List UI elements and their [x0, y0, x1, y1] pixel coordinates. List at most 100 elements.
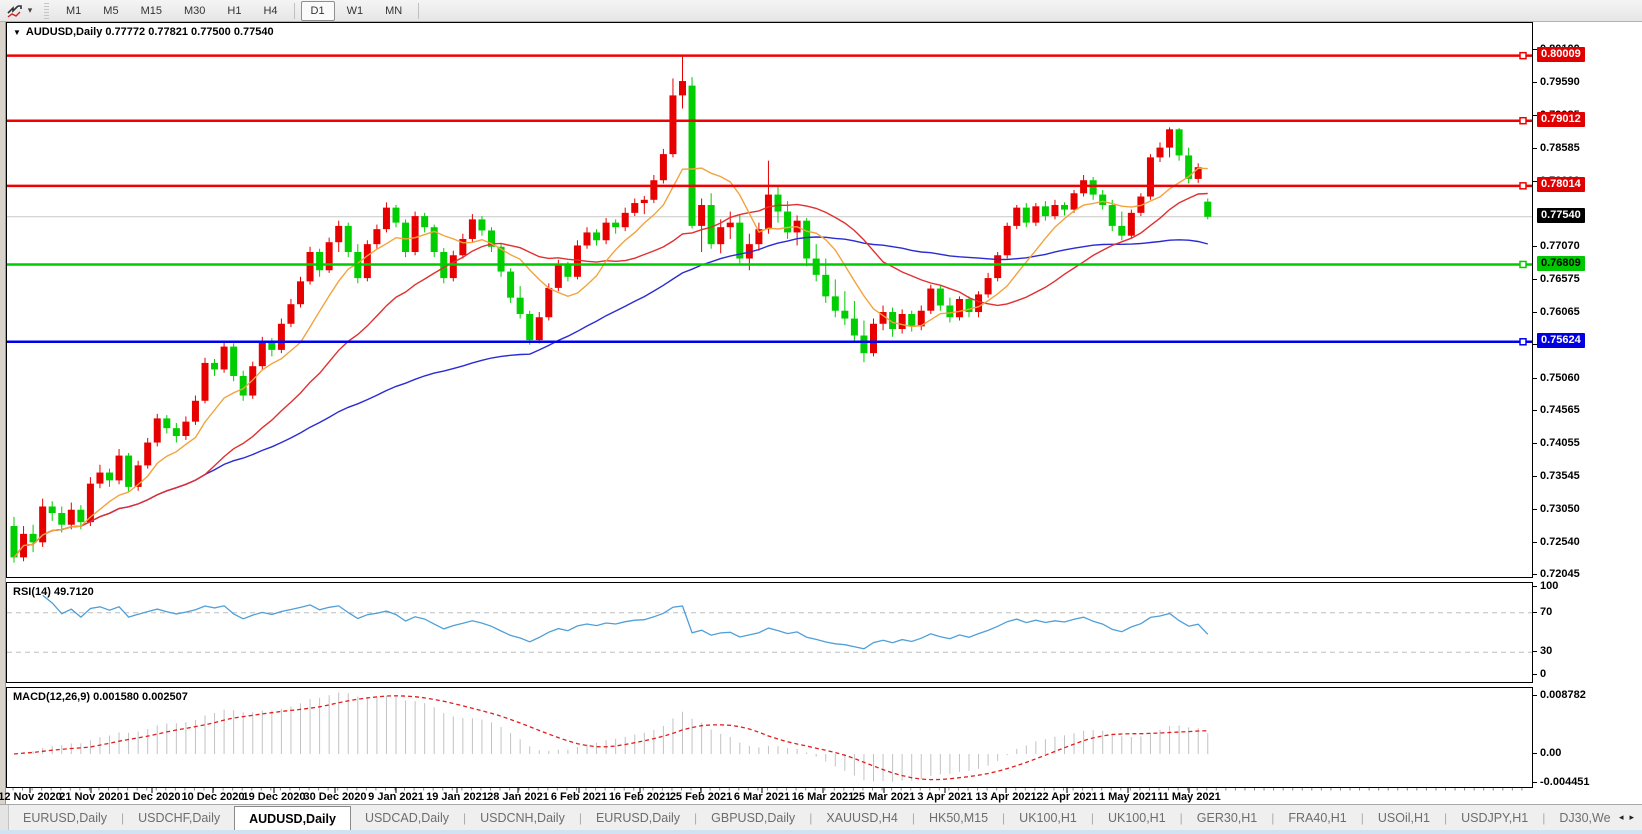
chart-arrows-icon: [6, 4, 22, 18]
candle-body: [58, 512, 66, 525]
axis-tickmark: [1533, 651, 1537, 653]
charts-toolbar-icon[interactable]: [4, 2, 24, 20]
candle-body: [698, 205, 706, 226]
candle-body: [946, 305, 954, 318]
rsi-label: RSI(14) 49.7120: [13, 586, 94, 598]
symbol-tab-xauusd-h4[interactable]: XAUUSD,H4: [826, 810, 898, 825]
timeframe-button-m1[interactable]: M1: [66, 4, 82, 17]
candle-body: [545, 287, 553, 318]
chevron-down-icon[interactable]: ▾: [27, 5, 33, 15]
symbol-tab-eurusd-daily[interactable]: EURUSD,Daily: [595, 810, 681, 825]
price-axis[interactable]: 0.801000.795900.790850.785850.780800.770…: [1533, 22, 1642, 580]
symbol-tab-ger30-h1[interactable]: GER30,H1: [1196, 810, 1258, 825]
candle-body: [640, 199, 648, 204]
symbol-tab-usdcnh-daily[interactable]: USDCNH,Daily: [480, 810, 565, 825]
candle-body: [373, 229, 381, 245]
rsi-plot[interactable]: [7, 583, 1532, 682]
symbol-tab-hk50-m15[interactable]: HK50,M15: [928, 810, 989, 825]
price-badge: 0.79012: [1537, 112, 1585, 128]
axis-tickmark: [1533, 377, 1537, 379]
symbol-tab-usdcad-daily[interactable]: USDCAD,Daily: [364, 810, 449, 825]
candle-body: [602, 222, 610, 241]
ma-fast-line: [13, 167, 1208, 558]
toolbar-separator: [418, 2, 420, 19]
candle-body: [507, 271, 515, 298]
candle-body: [478, 219, 486, 231]
candle-body: [679, 81, 686, 96]
candle-body: [86, 483, 94, 523]
tab-separator: |: [121, 810, 125, 825]
candle-body: [955, 298, 963, 318]
date-label: 1 Dec 2020: [123, 791, 181, 803]
ma-mid-line: [13, 192, 1208, 558]
price-tick-label: 0.76575: [1540, 272, 1580, 285]
candle-body: [230, 346, 238, 376]
candle-body: [841, 310, 849, 319]
candlestick-plot[interactable]: [7, 23, 1532, 577]
timeframe-button-d1[interactable]: D1: [300, 0, 335, 21]
price-tick-label: 0.79590: [1540, 76, 1580, 88]
axis-tickmark: [1533, 574, 1537, 576]
candle-body: [535, 317, 543, 341]
toolbar-grip-handle[interactable]: [44, 2, 49, 19]
candle-body: [297, 281, 304, 305]
rsi-indicator-pane[interactable]: RSI(14) 49.7120: [6, 582, 1533, 683]
tab-separator: |: [1443, 810, 1448, 825]
symbol-tab-uk100-h1[interactable]: UK100,H1: [1107, 810, 1166, 825]
macd-plot[interactable]: [7, 688, 1532, 787]
axis-tickmark: [1533, 586, 1537, 587]
macd-axis[interactable]: 0.008782 0.00 -0.004451: [1533, 687, 1642, 788]
candle-body: [125, 455, 133, 487]
symbol-tab-usoil-h1[interactable]: USOil,H1: [1377, 810, 1430, 825]
tab-scroll-arrows: ◂ ▸: [1611, 805, 1642, 830]
date-label: 13 Apr 2021: [975, 791, 1037, 803]
candle-body: [726, 222, 734, 228]
symbol-tab-fra40-h1[interactable]: FRA40,H1: [1288, 810, 1347, 825]
symbol-tab-uk100-h1[interactable]: UK100,H1: [1019, 810, 1077, 825]
timeframe-button-mn[interactable]: MN: [385, 4, 403, 17]
candle-body: [1032, 206, 1040, 223]
timeframe-button-h1[interactable]: H1: [227, 4, 242, 17]
collapse-caret-icon[interactable]: ▼: [13, 27, 21, 37]
axis-tickmark: [1533, 312, 1537, 313]
timeframe-toolbar: ▾ M1 M5 M15 M30 H1 H4 D1 W1 MN: [0, 0, 1642, 22]
candle-body: [774, 194, 782, 212]
rsi-tick-label: 100: [1540, 580, 1559, 592]
tab-scroll-left-icon[interactable]: ◂: [1618, 812, 1624, 822]
candle-body: [402, 222, 410, 252]
timeframe-buttons: M1 M5 M15 M30 H1 H4 D1 W1 MN: [55, 0, 424, 21]
symbol-tab-audusd-daily[interactable]: AUDUSD,Daily: [234, 806, 351, 830]
timeframe-button-m15[interactable]: M15: [140, 4, 162, 17]
candle-body: [449, 255, 457, 279]
date-axis[interactable]: 12 Nov 2020 21 Nov 2020 1 Dec 2020 10 Dec 2…: [0, 788, 1533, 804]
symbol-tab-eurusd-daily[interactable]: EURUSD,Daily: [22, 810, 108, 825]
candle-body: [106, 472, 113, 481]
price-chart-pane[interactable]: ▼ AUDUSD,Daily 0.77772 0.77821 0.77500 0…: [6, 22, 1533, 578]
timeframe-button-m5[interactable]: M5: [103, 4, 119, 17]
axis-tickmark: [1533, 542, 1537, 543]
candle-body: [870, 323, 877, 354]
candle-body: [736, 222, 744, 259]
candle-body: [1194, 167, 1202, 179]
timeframe-button-m30[interactable]: M30: [183, 4, 206, 17]
candle-body: [1022, 207, 1030, 223]
candle-body: [1166, 129, 1174, 148]
price-tick-label: 0.74055: [1540, 437, 1580, 450]
candle-body: [411, 216, 419, 252]
tab-scroll-right-icon[interactable]: ▸: [1629, 812, 1634, 822]
price-badge: 0.80009: [1537, 47, 1585, 63]
timeframe-button-w1[interactable]: W1: [346, 4, 364, 17]
candle-body: [382, 207, 390, 230]
candle-body: [96, 472, 104, 484]
macd-indicator-pane[interactable]: MACD(12,26,9) 0.001580 0.002507: [6, 687, 1533, 788]
rsi-axis[interactable]: 100 70 30 0: [1533, 580, 1642, 683]
symbol-tab-dj30-weekly[interactable]: DJ30,Weekly: [1559, 810, 1611, 825]
axis-tickmark: [1533, 147, 1537, 149]
macd-tick-label: 0.008782: [1540, 689, 1586, 701]
symbol-tab-usdchf-daily[interactable]: USDCHF,Daily: [138, 810, 221, 825]
candle-body: [812, 258, 820, 275]
candle-body: [965, 298, 973, 313]
symbol-tab-usdjpy-h1[interactable]: USDJPY,H1: [1461, 810, 1529, 825]
timeframe-button-h4[interactable]: H4: [263, 4, 278, 17]
symbol-tab-gbpusd-daily[interactable]: GBPUSD,Daily: [711, 810, 796, 825]
